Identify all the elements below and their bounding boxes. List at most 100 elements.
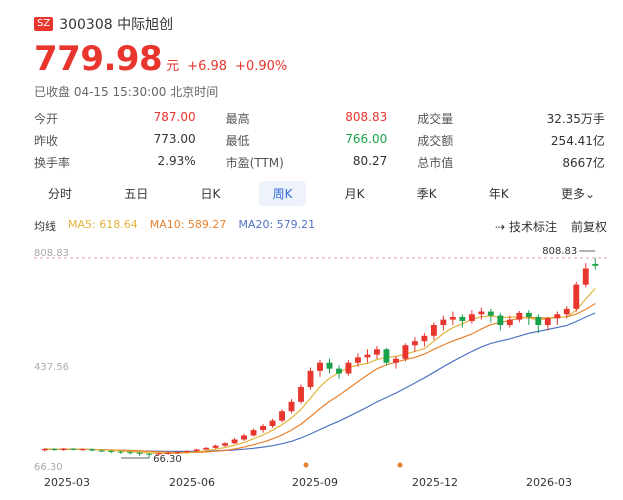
tab-quarterly-k[interactable]: 季K (416, 187, 437, 201)
candle-body (468, 314, 475, 321)
stock-header: SZ 300308 中际旭创 (34, 14, 173, 34)
candle-body (317, 362, 323, 371)
candle-body (165, 452, 172, 454)
market-status: 已收盘 04-15 15:30:00 北京时间 (34, 85, 219, 99)
x-tick-label: 2025-03 (44, 476, 90, 489)
tab-yearly-k[interactable]: 年K (488, 187, 509, 201)
x-tick-label: 2025-06 (169, 476, 215, 489)
candle-body (184, 451, 191, 453)
candle-body (544, 318, 551, 326)
candle-body (449, 316, 456, 320)
adjust-button[interactable]: 前复权 (570, 220, 607, 234)
candle-body (497, 315, 504, 326)
candle-body (98, 450, 105, 452)
ma20-value: MA20: 579.21 (238, 218, 316, 231)
candle-body (374, 349, 380, 355)
stat-low: 最低 766.00 (225, 131, 388, 148)
tab-five-day[interactable]: 五日 (124, 187, 149, 201)
y-tick-label: 66.30 (34, 462, 63, 473)
candlestick-chart[interactable]: 808.83 437.56 66.30 808.83 66.30 (34, 236, 609, 474)
x-tick-label: 2026-03 (526, 476, 572, 489)
candle-body (146, 453, 153, 455)
candle-body (269, 420, 276, 427)
candle-body (430, 325, 437, 336)
tab-monthly-k[interactable]: 月K (344, 187, 365, 201)
ma-label[interactable]: 均线 (34, 220, 56, 233)
tab-more[interactable]: 更多⌄ (560, 187, 595, 201)
stat-pe-ttm: 市盈(TTM) 80.27 (225, 153, 388, 170)
ma5-line (44, 287, 596, 455)
candle-body (355, 357, 361, 363)
candle-body (250, 430, 257, 436)
candle-body (554, 314, 561, 319)
candle-body (288, 401, 295, 412)
candle-body (231, 439, 238, 444)
candle-body (582, 268, 589, 285)
candle-body (506, 319, 513, 326)
candle-body (345, 362, 352, 374)
ma5-value: MA5: 618.64 (68, 218, 138, 231)
price-row: 779.98 元 +6.98 +0.90% (34, 40, 287, 78)
price-change-percent: +0.90% (235, 59, 288, 74)
stat-market-cap: 总市值 8667亿 (417, 155, 605, 170)
candle-body (392, 358, 399, 363)
candle-body (79, 449, 86, 451)
price-unit: 元 (166, 59, 180, 74)
candle-body (279, 411, 285, 421)
candle-body (212, 445, 219, 448)
candle-body (41, 448, 48, 451)
candle-body (516, 312, 523, 320)
event-marker (303, 462, 309, 468)
candle-body (440, 319, 447, 326)
candle-body (108, 451, 115, 453)
y-tick-label: 437.56 (34, 362, 69, 373)
candle-body (364, 354, 371, 358)
y-tick-label: 808.83 (34, 248, 69, 259)
candle-body (241, 435, 248, 440)
candle-body (60, 448, 67, 451)
stat-open: 今开 787.00 (34, 109, 196, 126)
candle-body (298, 386, 304, 402)
stats-row: 今开 787.00 最高 808.83 成交量 32.35万手 (34, 107, 609, 129)
current-price: 779.98 (34, 39, 163, 79)
candle-body (459, 316, 466, 321)
period-tabs: 分时 五日 日K 周K 月K 季K 年K 更多⌄ (34, 181, 609, 206)
stats-grid: 今开 787.00 最高 808.83 成交量 32.35万手 昨收 773.00 最低… (34, 107, 609, 173)
candle-body (155, 453, 162, 455)
candle-body (326, 362, 333, 369)
candle-body (563, 308, 570, 315)
ma10-value: MA10: 589.27 (149, 218, 227, 231)
x-tick-label: 2025-12 (412, 476, 458, 489)
tab-intraday[interactable]: 分时 (48, 187, 73, 201)
candle-body (487, 311, 494, 316)
tab-weekly-k[interactable]: 周K (258, 181, 307, 206)
stats-row: 换手率 2.93% 市盈(TTM) 80.27 总市值 8667亿 (34, 151, 609, 173)
ma10-line (44, 302, 596, 454)
candle-body (70, 448, 77, 450)
stat-turnover-amount: 成交额 254.41亿 (417, 133, 605, 148)
candle-body (383, 349, 390, 363)
ma-legend: 均线 MA5: 618.64 MA10: 589.27 MA20: 579.21 (34, 218, 315, 234)
candle-body (421, 335, 428, 342)
stat-volume: 成交量 32.35万手 (417, 111, 605, 126)
market-badge: SZ (34, 17, 54, 31)
price-change: +6.98 (187, 59, 228, 74)
chart-tools: ⇢ 技术标注 前复权 (495, 218, 607, 235)
annotation-icon: ⇢ (495, 220, 509, 234)
tab-daily-k[interactable]: 日K (200, 187, 221, 201)
stat-prev-close: 昨收 773.00 (34, 131, 196, 148)
candle-body (136, 452, 143, 454)
candle-body (174, 452, 181, 454)
candle-body (51, 448, 58, 451)
candle-body (222, 443, 229, 446)
min-annotation: 66.30 (153, 454, 182, 465)
candle-body (336, 368, 342, 374)
candle-body (525, 312, 532, 317)
stat-turnover-rate: 换手率 2.93% (34, 153, 196, 170)
stock-code-name: 300308 中际旭创 (59, 17, 174, 33)
x-axis: 2025-03 2025-06 2025-09 2025-12 2026-03 (34, 476, 609, 490)
tech-annotation-button[interactable]: ⇢ 技术标注 (495, 220, 557, 234)
ma20-line (44, 312, 596, 452)
candle-body (203, 447, 210, 450)
candle-body (307, 370, 314, 387)
